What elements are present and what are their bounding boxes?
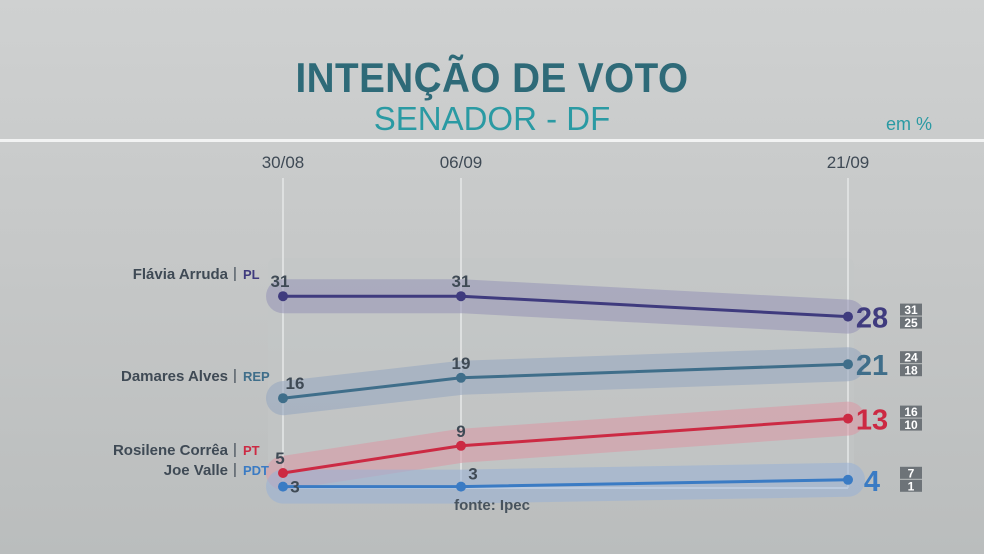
data-point <box>456 481 466 492</box>
range-box <box>900 418 922 431</box>
title-divider <box>0 139 984 142</box>
data-label: 19 <box>452 354 471 373</box>
data-point <box>278 291 288 302</box>
range-box <box>900 405 922 418</box>
range-value: 10 <box>904 418 918 432</box>
party-label: REP <box>243 369 270 384</box>
label-separator: | <box>233 441 237 458</box>
data-point <box>843 311 853 322</box>
data-point <box>278 481 288 492</box>
party-label: PL <box>243 267 260 282</box>
range-box <box>900 351 922 364</box>
party-label: PT <box>243 443 260 458</box>
party-label: PDT <box>243 463 269 478</box>
range-value: 25 <box>904 316 918 330</box>
date-tick-label: 06/09 <box>440 153 483 172</box>
range-value: 16 <box>904 405 918 419</box>
data-point <box>843 413 853 424</box>
range-box <box>900 316 922 329</box>
source-note: fonte: Ipec <box>454 497 530 514</box>
candidate-name: Flávia Arruda <box>133 266 229 283</box>
data-label: 31 <box>452 272 471 291</box>
range-box <box>900 364 922 377</box>
data-label: 16 <box>286 374 305 393</box>
range-value: 18 <box>904 364 918 378</box>
candidate-name: Damares Alves <box>121 368 228 385</box>
data-label: 5 <box>275 449 284 468</box>
chart-subtitle: SENADOR - DF <box>373 100 611 137</box>
data-point <box>456 440 466 451</box>
range-box <box>900 466 922 479</box>
range-value: 7 <box>908 466 915 480</box>
range-box <box>900 303 922 316</box>
label-separator: | <box>233 265 237 282</box>
range-value: 31 <box>904 303 918 317</box>
data-point <box>456 372 466 383</box>
final-value-label: 21 <box>856 350 888 382</box>
unit-label: em % <box>885 114 932 134</box>
data-label: 9 <box>456 422 465 441</box>
range-value: 24 <box>904 351 918 365</box>
date-tick-label: 21/09 <box>827 153 870 172</box>
data-label: 31 <box>271 272 290 291</box>
data-point <box>278 393 288 404</box>
final-value-label: 4 <box>864 466 880 498</box>
data-label: 3 <box>468 465 477 484</box>
candidate-name: Rosilene Corrêa <box>113 442 229 459</box>
data-point <box>843 474 853 485</box>
chart-title: INTENÇÃO DE VOTO <box>295 54 689 101</box>
date-tick-label: 30/08 <box>262 153 305 172</box>
label-separator: | <box>233 367 237 384</box>
label-separator: | <box>233 461 237 478</box>
data-point <box>843 359 853 370</box>
range-value: 1 <box>908 479 915 493</box>
final-value-label: 13 <box>856 405 888 437</box>
data-label: 3 <box>290 478 299 497</box>
data-point <box>456 291 466 302</box>
data-point <box>278 468 288 478</box>
range-box <box>900 479 922 492</box>
final-value-label: 28 <box>856 303 888 335</box>
candidate-name: Joe Valle <box>164 462 228 479</box>
